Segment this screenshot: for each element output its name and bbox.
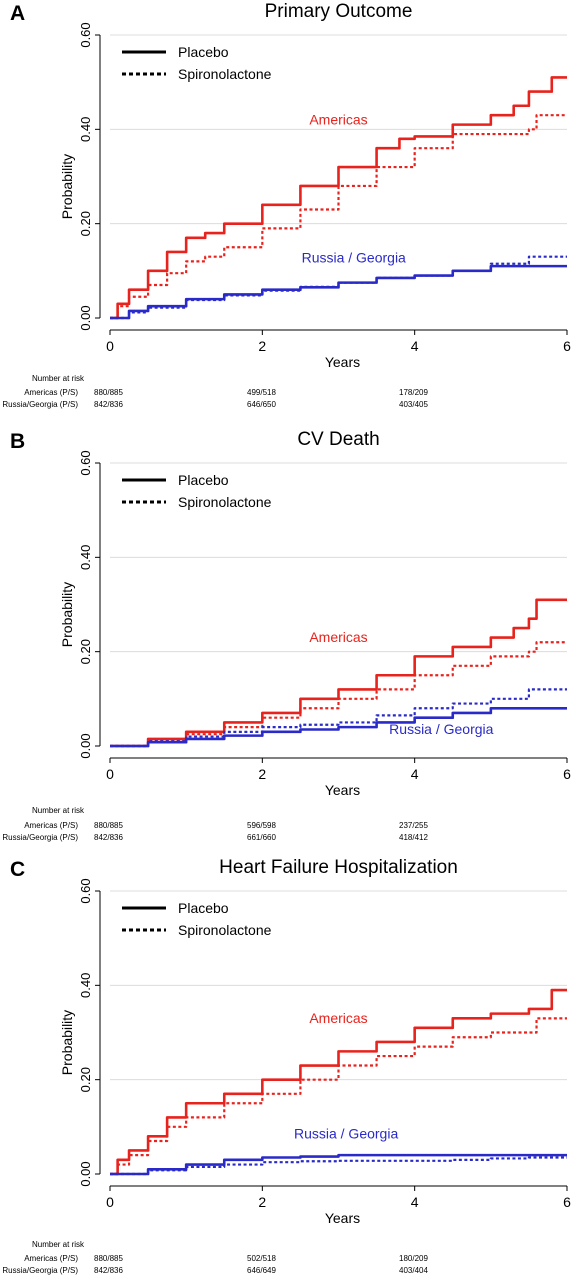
y-axis-label: Probability	[59, 1010, 75, 1075]
series-russia-georgia-placebo	[110, 264, 567, 320]
x-tick-label: 6	[563, 766, 571, 782]
risk-cell: 842/836	[94, 400, 123, 409]
risk-row-russia-georgia: Russia/Georgia (P/S) 842/836 646/649 403…	[0, 1266, 585, 1276]
risk-cell: 180/209	[399, 1254, 428, 1263]
y-tick-label: 0.40	[78, 117, 93, 142]
cv-death-chart: B CV Death 0.00 0.20 0.40 0.60 0 2 4 6 Years Probab…	[10, 429, 571, 798]
x-tick-label: 6	[563, 1194, 571, 1210]
legend-label-placebo: Placebo	[178, 900, 229, 916]
risk-row-russia-georgia: Russia/Georgia (P/S) 842/836 661/660 418…	[0, 833, 585, 843]
panel-letter: B	[10, 430, 25, 453]
x-tick-label: 0	[106, 766, 114, 782]
x-tick-label: 0	[106, 338, 114, 354]
x-tick-label: 4	[411, 766, 419, 782]
legend-label-spironolactone: Spironolactone	[178, 922, 272, 938]
risk-table-header: Number at risk	[32, 1240, 85, 1249]
panel-letter: C	[10, 858, 25, 881]
panel-c: C Heart Failure Hospitalization 0.00 0.20 0.…	[0, 856, 585, 1280]
series-americas-spironolactone	[110, 1017, 567, 1176]
risk-row-label: Americas (P/S)	[24, 1254, 78, 1263]
legend-label-placebo: Placebo	[178, 44, 229, 60]
y-axis-label: Probability	[59, 154, 75, 219]
y-tick-label: 0.20	[78, 1067, 93, 1092]
y-tick-label: 0.60	[78, 450, 93, 475]
risk-cell: 502/518	[247, 1254, 276, 1263]
risk-cell: 596/598	[247, 821, 276, 830]
risk-cell: 880/885	[94, 821, 123, 830]
annotation-americas: Americas	[309, 629, 367, 645]
risk-row-americas: Americas (P/S) 880/885 596/598 237/255	[0, 821, 585, 831]
risk-cell: 842/836	[94, 1266, 123, 1275]
series-russia-georgia-placebo	[110, 1153, 567, 1176]
panel-a: A Primary Outcome 0.00 0.20 0.40 0.60 0 2 4 6 Year…	[0, 0, 585, 424]
annotation-russia-georgia: Russia / Georgia	[302, 249, 406, 265]
series-americas-spironolactone	[110, 114, 567, 320]
risk-row-label: Russia/Georgia (P/S)	[2, 833, 78, 842]
risk-cell: 880/885	[94, 388, 123, 397]
risk-cell: 842/836	[94, 833, 123, 842]
chart-title: CV Death	[297, 429, 379, 450]
risk-row-label: Americas (P/S)	[24, 821, 78, 830]
x-axis-label: Years	[325, 354, 360, 370]
panel-letter: A	[10, 2, 25, 25]
x-tick-label: 2	[258, 1194, 266, 1210]
x-tick-label: 0	[106, 1194, 114, 1210]
risk-row-label: Russia/Georgia (P/S)	[2, 400, 78, 409]
chart-title: Heart Failure Hospitalization	[219, 857, 458, 878]
series-russia-georgia-spironolactone	[110, 1156, 567, 1176]
legend-label-spironolactone: Spironolactone	[178, 494, 272, 510]
series-americas-placebo	[110, 598, 567, 748]
y-tick-label: 0.20	[78, 211, 93, 236]
y-tick-label: 0.60	[78, 22, 93, 47]
series-russia-georgia-placebo	[110, 706, 567, 748]
risk-row-label: Russia/Georgia (P/S)	[2, 1266, 78, 1275]
y-tick-label: 0.00	[78, 305, 93, 330]
x-axis-label: Years	[325, 782, 360, 798]
primary-outcome-chart: A Primary Outcome 0.00 0.20 0.40 0.60 0 2 4 6 Year…	[10, 1, 571, 370]
series-americas-spironolactone	[110, 641, 567, 748]
risk-table-header: Number at risk	[32, 374, 85, 383]
risk-cell: 418/412	[399, 833, 428, 842]
risk-row-label: Americas (P/S)	[24, 388, 78, 397]
series-americas-placebo	[110, 76, 567, 320]
x-axis-label: Years	[325, 1210, 360, 1226]
risk-cell: 237/255	[399, 821, 428, 830]
annotation-americas: Americas	[309, 1010, 367, 1026]
annotation-americas: Americas	[309, 112, 367, 128]
legend-label-spironolactone: Spironolactone	[178, 66, 272, 82]
risk-row-russia-georgia: Russia/Georgia (P/S) 842/836 646/650 403…	[0, 400, 585, 410]
annotation-russia-georgia: Russia / Georgia	[389, 721, 493, 737]
x-tick-label: 4	[411, 338, 419, 354]
x-tick-label: 6	[563, 338, 571, 354]
y-axis-label: Probability	[59, 582, 75, 647]
x-tick-label: 4	[411, 1194, 419, 1210]
series-americas-placebo	[110, 988, 567, 1176]
x-tick-label: 2	[258, 766, 266, 782]
risk-cell: 646/650	[247, 400, 276, 409]
risk-cell: 403/404	[399, 1266, 428, 1275]
annotation-russia-georgia: Russia / Georgia	[294, 1126, 398, 1142]
y-tick-label: 0.60	[78, 878, 93, 903]
risk-cell: 646/649	[247, 1266, 276, 1275]
y-tick-label: 0.40	[78, 545, 93, 570]
risk-cell: 661/660	[247, 833, 276, 842]
risk-cell: 499/518	[247, 388, 276, 397]
risk-table-header: Number at risk	[32, 806, 85, 815]
risk-cell: 880/885	[94, 1254, 123, 1263]
risk-row-americas: Americas (P/S) 880/885 502/518 180/209	[0, 1254, 585, 1264]
risk-cell: 403/405	[399, 400, 428, 409]
chart-title: Primary Outcome	[265, 1, 413, 22]
y-tick-label: 0.40	[78, 973, 93, 998]
y-tick-label: 0.20	[78, 639, 93, 664]
panel-b: B CV Death 0.00 0.20 0.40 0.60 0 2 4 6 Years Probab…	[0, 428, 585, 852]
risk-row-americas: Americas (P/S) 880/885 499/518 178/209	[0, 388, 585, 398]
y-tick-label: 0.00	[78, 1161, 93, 1186]
series-russia-georgia-spironolactone	[110, 688, 567, 748]
heart-failure-hospitalization-chart: C Heart Failure Hospitalization 0.00 0.20 0.…	[10, 857, 571, 1226]
legend-label-placebo: Placebo	[178, 472, 229, 488]
risk-cell: 178/209	[399, 388, 428, 397]
x-tick-label: 2	[258, 338, 266, 354]
y-tick-label: 0.00	[78, 733, 93, 758]
